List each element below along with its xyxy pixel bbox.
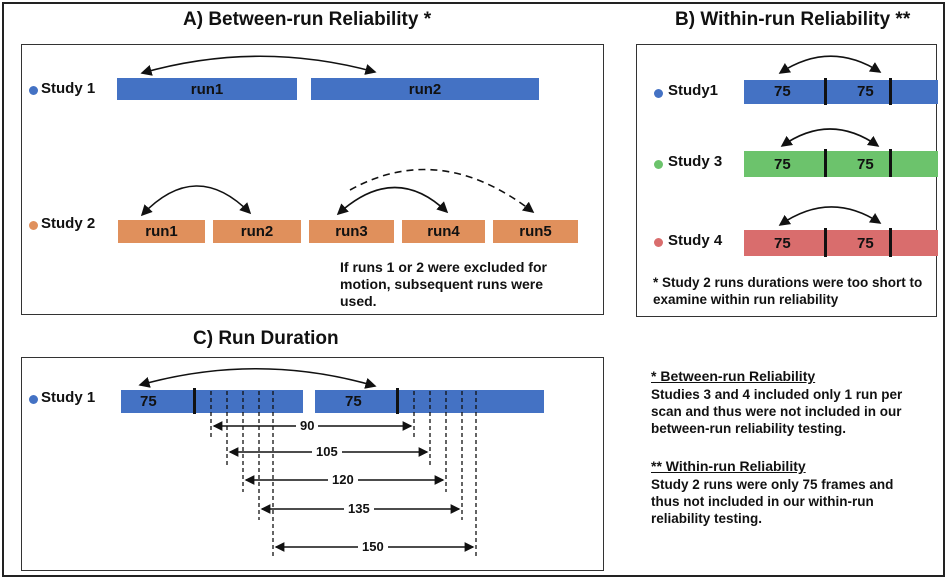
panel-a-box <box>21 44 604 315</box>
b-study4-bar <box>744 230 938 256</box>
c-run2-bar: 75 <box>315 390 544 413</box>
study1-dot <box>29 86 38 95</box>
b-study1-divider2 <box>889 78 892 105</box>
c-study1-label: Study 1 <box>41 389 96 406</box>
a-study2-run4: run4 <box>402 220 485 243</box>
duration-label-105: 105 <box>312 444 342 459</box>
c-run1-divider <box>193 388 196 414</box>
between-heading: * Between-run Reliability <box>651 368 816 384</box>
duration-label-90: 90 <box>296 418 319 433</box>
between-text: Studies 3 and 4 included only 1 run per … <box>651 387 903 436</box>
b-study1-label: Study1 <box>668 82 719 99</box>
duration-label-135: 135 <box>344 501 374 516</box>
duration-label-120: 120 <box>328 472 358 487</box>
panel-a-note: If runs 1 or 2 were excluded for motion,… <box>340 259 547 309</box>
study2-dot <box>29 221 38 230</box>
duration-label-150: 150 <box>358 539 388 554</box>
b-study1-seg2: 75 <box>857 83 874 100</box>
panel-b-box <box>636 44 937 317</box>
b-study3-label: Study 3 <box>668 153 723 170</box>
a-study2-run1: run1 <box>118 220 205 243</box>
b-study3-seg2: 75 <box>857 156 874 173</box>
b-study4-divider1 <box>824 228 827 257</box>
b-study3-dot <box>654 160 663 169</box>
b-study4-divider2 <box>889 228 892 257</box>
study1-label: Study 1 <box>41 80 96 97</box>
c-run1-bar: 75 <box>121 390 303 413</box>
b-study4-dot <box>654 238 663 247</box>
b-study1-dot <box>654 89 663 98</box>
panel-c-title: C) Run Duration <box>193 328 339 349</box>
panel-c-box <box>21 357 604 571</box>
c-run2-divider <box>396 388 399 414</box>
c-study1-dot <box>29 395 38 404</box>
panel-b-note: * Study 2 runs durations were too short … <box>653 275 923 307</box>
a-study1-run2: run2 <box>311 78 539 100</box>
within-text: Study 2 runs were only 75 frames and thu… <box>651 477 894 526</box>
b-study3-divider2 <box>889 149 892 177</box>
b-study1-seg1: 75 <box>774 83 791 100</box>
b-study4-label: Study 4 <box>668 232 723 249</box>
a-study2-run3: run3 <box>309 220 394 243</box>
panel-a-title: A) Between-run Reliability * <box>183 9 432 30</box>
b-study1-bar <box>744 80 938 104</box>
b-study4-seg2: 75 <box>857 235 874 252</box>
a-study2-run2: run2 <box>213 220 301 243</box>
study2-label: Study 2 <box>41 215 96 232</box>
panel-b-title: B) Within-run Reliability ** <box>675 9 911 30</box>
b-study3-seg1: 75 <box>774 156 791 173</box>
a-study2-run5: run5 <box>493 220 578 243</box>
b-study3-divider1 <box>824 149 827 177</box>
a-study1-run1: run1 <box>117 78 297 100</box>
figure-frame <box>2 2 945 577</box>
b-study1-divider1 <box>824 78 827 105</box>
b-study4-seg1: 75 <box>774 235 791 252</box>
within-heading: ** Within-run Reliability <box>651 458 806 474</box>
b-study3-bar <box>744 151 938 177</box>
